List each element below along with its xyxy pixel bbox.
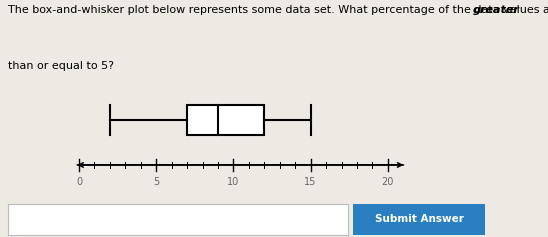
Text: The box-and-whisker plot below represents some data set. What percentage of the : The box-and-whisker plot below represent… bbox=[8, 5, 548, 15]
Text: greater: greater bbox=[473, 5, 520, 15]
Text: 15: 15 bbox=[305, 177, 317, 187]
Text: 20: 20 bbox=[381, 177, 394, 187]
Bar bbox=[187, 105, 264, 135]
Text: 0: 0 bbox=[76, 177, 82, 187]
Text: Submit Answer: Submit Answer bbox=[375, 214, 464, 224]
Text: 5: 5 bbox=[153, 177, 159, 187]
Text: Answer: Answer bbox=[8, 205, 52, 217]
Text: than or equal to 5?: than or equal to 5? bbox=[8, 61, 114, 71]
Text: 10: 10 bbox=[227, 177, 239, 187]
